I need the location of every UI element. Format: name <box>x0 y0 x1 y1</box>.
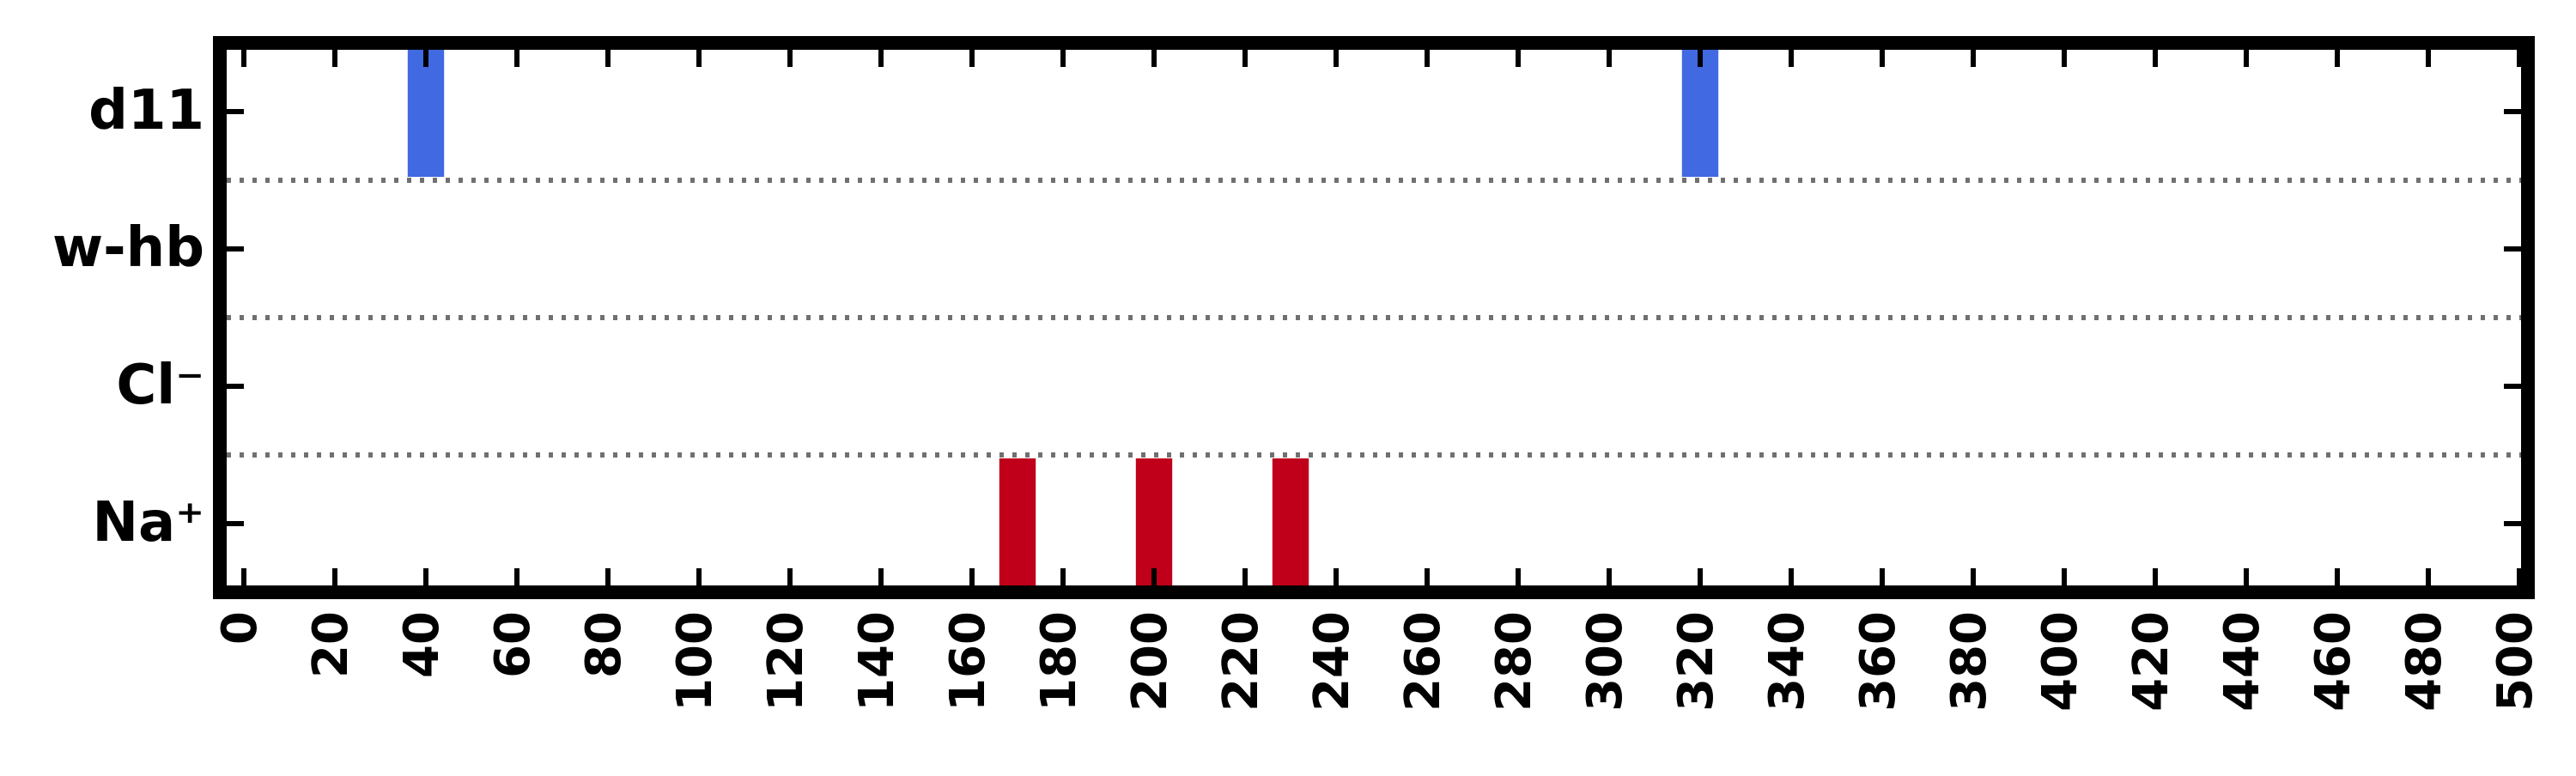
x-tick-label-360: 360 <box>1850 611 1906 712</box>
x-tick-label-420: 420 <box>2123 611 2179 712</box>
x-tick-label-80: 80 <box>576 611 632 678</box>
plot-frame <box>213 36 2535 599</box>
x-tick-label-340: 340 <box>1759 611 1815 712</box>
separators-layer <box>227 178 2521 458</box>
x-tick-label-20: 20 <box>303 611 359 678</box>
x-tick-label-180: 180 <box>1031 611 1087 712</box>
x-tick-label-260: 260 <box>1395 611 1451 712</box>
y-category-label-0: d11 <box>88 79 204 142</box>
x-tick-label-160: 160 <box>940 611 996 712</box>
event-bar-d11-0 <box>407 46 445 177</box>
x-tick-label-320: 320 <box>1668 611 1724 712</box>
x-tick-label-120: 120 <box>758 611 814 712</box>
x-tick-label-400: 400 <box>2032 611 2088 712</box>
event-bar-Na⁺-2 <box>1272 458 1309 589</box>
x-tick-label-60: 60 <box>485 611 541 678</box>
labels-layer: 0 20 40 60 80 100 120 140 160 180 200 220 240 260 280 3… <box>52 79 2543 712</box>
x-tick-label-380: 380 <box>1941 611 1997 712</box>
bars-layer <box>407 46 1719 589</box>
y-category-label-3: Na⁺ <box>92 491 204 555</box>
x-tick-label-240: 240 <box>1304 611 1360 712</box>
x-tick-label-440: 440 <box>2215 611 2270 712</box>
x-tick-label-140: 140 <box>849 611 905 712</box>
event-bar-Na⁺-0 <box>999 458 1036 589</box>
x-tick-label-40: 40 <box>394 611 450 678</box>
event-bar-Na⁺-1 <box>1135 458 1173 589</box>
event-bar-d11-1 <box>1681 46 1719 177</box>
x-tick-label-100: 100 <box>667 611 723 712</box>
x-tick-label-300: 300 <box>1577 611 1633 712</box>
x-tick-label-500: 500 <box>2488 611 2543 712</box>
x-tick-label-0: 0 <box>212 611 268 645</box>
x-tick-label-220: 220 <box>1213 611 1269 712</box>
x-tick-label-480: 480 <box>2397 611 2452 712</box>
y-category-label-1: w-hb <box>52 216 204 280</box>
x-tick-label-460: 460 <box>2306 611 2361 712</box>
x-tick-label-200: 200 <box>1122 611 1178 712</box>
y-category-label-2: Cl⁻ <box>116 354 204 417</box>
x-tick-label-280: 280 <box>1486 611 1542 712</box>
